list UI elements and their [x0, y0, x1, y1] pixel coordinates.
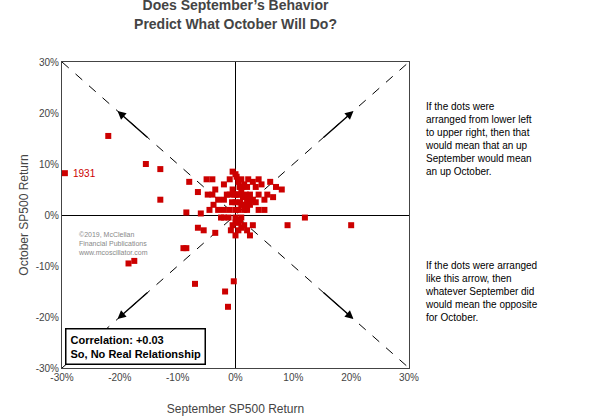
- svg-text:1931: 1931: [73, 168, 96, 179]
- svg-text:September SP500 Return: September SP500 Return: [167, 402, 304, 416]
- svg-text:If the dots werearranged from: If the dots werearranged from lower left…: [425, 101, 532, 177]
- svg-text:Correlation: +0.03So, No Real: Correlation: +0.03So, No Real Relationsh…: [71, 334, 201, 360]
- svg-text:If the dots were arrangedlike: If the dots were arrangedlike this arrow…: [425, 260, 538, 323]
- svg-text:30%: 30%: [399, 372, 419, 383]
- svg-text:-30%: -30%: [36, 363, 59, 374]
- svg-text:-10%: -10%: [36, 261, 59, 272]
- svg-text:October SP500 Return: October SP500 Return: [17, 154, 31, 275]
- svg-text:20%: 20%: [341, 372, 361, 383]
- svg-text:©2019, McClellanFinancial Publ: ©2019, McClellanFinancial Publicationsww…: [78, 231, 148, 256]
- svg-text:10%: 10%: [283, 372, 303, 383]
- svg-text:10%: 10%: [39, 159, 59, 170]
- svg-text:0%: 0%: [45, 210, 60, 221]
- svg-text:Does September’s BehaviorPredi: Does September’s BehaviorPredict What Oc…: [134, 0, 337, 32]
- svg-text:-20%: -20%: [36, 312, 59, 323]
- svg-text:20%: 20%: [39, 108, 59, 119]
- svg-text:0%: 0%: [228, 372, 243, 383]
- svg-text:-30%: -30%: [50, 372, 73, 383]
- svg-text:-20%: -20%: [108, 372, 131, 383]
- svg-text:-10%: -10%: [166, 372, 189, 383]
- svg-text:30%: 30%: [39, 57, 59, 68]
